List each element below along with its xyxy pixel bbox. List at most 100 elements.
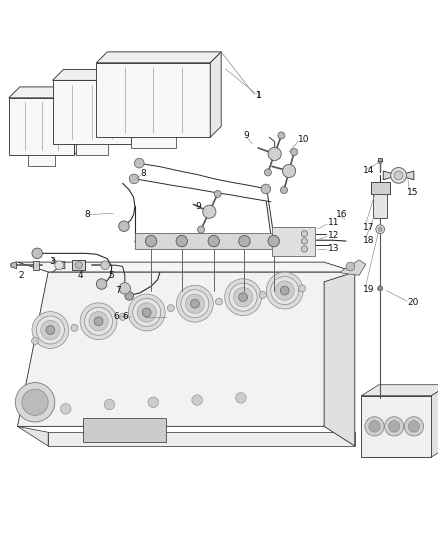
Circle shape — [75, 262, 82, 269]
Polygon shape — [96, 52, 221, 63]
Circle shape — [133, 298, 161, 327]
Text: 7: 7 — [115, 286, 120, 295]
Polygon shape — [371, 182, 390, 194]
Circle shape — [192, 395, 202, 405]
Circle shape — [365, 417, 384, 436]
Polygon shape — [361, 385, 438, 395]
Circle shape — [32, 337, 39, 344]
Circle shape — [148, 397, 159, 408]
Circle shape — [266, 272, 303, 309]
Circle shape — [278, 132, 285, 139]
Text: 6: 6 — [122, 312, 128, 321]
Circle shape — [71, 324, 78, 332]
Circle shape — [378, 227, 382, 231]
Polygon shape — [9, 87, 85, 98]
Circle shape — [229, 283, 257, 311]
Text: 16: 16 — [336, 211, 348, 219]
Circle shape — [275, 281, 294, 300]
Circle shape — [177, 285, 213, 322]
Circle shape — [191, 300, 199, 308]
Circle shape — [85, 307, 113, 335]
Polygon shape — [74, 87, 85, 155]
Circle shape — [41, 320, 60, 340]
Text: 8: 8 — [140, 169, 146, 178]
Polygon shape — [18, 262, 355, 272]
Polygon shape — [272, 227, 315, 255]
Circle shape — [185, 294, 205, 313]
Text: 5: 5 — [108, 271, 114, 280]
Circle shape — [301, 231, 307, 237]
Circle shape — [46, 326, 55, 334]
Polygon shape — [135, 233, 289, 249]
Circle shape — [36, 316, 64, 344]
Circle shape — [268, 147, 281, 160]
Polygon shape — [399, 171, 414, 180]
Text: 8: 8 — [84, 211, 90, 219]
Polygon shape — [28, 155, 55, 166]
Polygon shape — [33, 261, 39, 270]
Circle shape — [268, 236, 279, 247]
Circle shape — [239, 293, 247, 302]
Circle shape — [271, 277, 299, 304]
Circle shape — [55, 261, 64, 270]
Text: 14: 14 — [363, 166, 374, 175]
Text: 10: 10 — [298, 135, 309, 144]
Circle shape — [142, 308, 151, 317]
Polygon shape — [83, 418, 166, 442]
Circle shape — [391, 167, 406, 183]
Polygon shape — [11, 262, 17, 269]
Circle shape — [104, 399, 115, 410]
Circle shape — [369, 421, 380, 432]
Circle shape — [101, 261, 110, 270]
Circle shape — [128, 294, 165, 331]
Circle shape — [378, 159, 382, 164]
Circle shape — [214, 190, 221, 197]
Circle shape — [265, 169, 272, 176]
Polygon shape — [76, 144, 108, 155]
Circle shape — [181, 290, 209, 318]
Text: 18: 18 — [363, 236, 374, 245]
Circle shape — [389, 421, 400, 432]
Circle shape — [291, 149, 298, 156]
Polygon shape — [9, 98, 74, 155]
Circle shape — [259, 292, 266, 298]
Polygon shape — [18, 426, 48, 446]
Circle shape — [32, 312, 69, 349]
Text: 4: 4 — [77, 271, 83, 280]
Circle shape — [22, 389, 48, 415]
Circle shape — [280, 187, 287, 193]
Text: 9: 9 — [244, 132, 249, 141]
Polygon shape — [373, 194, 387, 219]
Circle shape — [236, 393, 246, 403]
Circle shape — [167, 304, 174, 312]
Circle shape — [239, 236, 250, 247]
Text: 19: 19 — [363, 285, 374, 294]
Circle shape — [233, 287, 253, 307]
Text: 3: 3 — [49, 257, 55, 266]
Text: 13: 13 — [328, 245, 339, 254]
Circle shape — [119, 282, 131, 294]
Circle shape — [261, 184, 271, 194]
Circle shape — [394, 171, 403, 180]
Circle shape — [215, 298, 223, 305]
Text: 12: 12 — [328, 231, 339, 240]
Circle shape — [119, 221, 129, 231]
Circle shape — [125, 292, 134, 300]
Circle shape — [408, 421, 420, 432]
Circle shape — [137, 303, 156, 322]
Circle shape — [301, 238, 307, 244]
Circle shape — [376, 225, 385, 233]
Circle shape — [94, 317, 103, 326]
Text: 20: 20 — [407, 298, 419, 307]
Polygon shape — [96, 63, 210, 138]
Polygon shape — [53, 69, 142, 80]
Circle shape — [208, 236, 219, 247]
Polygon shape — [378, 158, 382, 161]
Circle shape — [346, 262, 355, 271]
Polygon shape — [72, 260, 85, 270]
Polygon shape — [53, 80, 131, 144]
Text: 15: 15 — [407, 189, 419, 197]
Circle shape — [80, 303, 117, 340]
Text: 11: 11 — [328, 218, 339, 227]
Text: 17: 17 — [363, 223, 374, 231]
